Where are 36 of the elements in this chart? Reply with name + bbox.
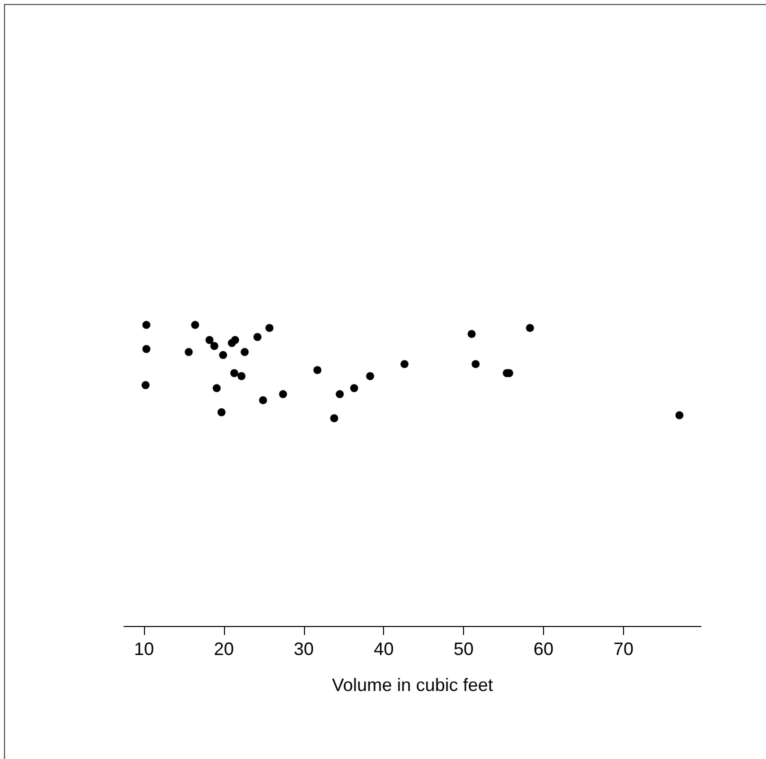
point: [350, 384, 358, 392]
point: [330, 414, 338, 422]
point: [400, 360, 409, 368]
x-axis-title: Volume in cubic feet: [332, 675, 494, 695]
point: [219, 351, 228, 360]
point: [259, 396, 268, 404]
point: [142, 345, 150, 354]
point: [265, 324, 274, 332]
point: [212, 384, 221, 392]
x-tick-label: 20: [214, 639, 234, 659]
point: [191, 320, 200, 329]
point: [142, 320, 150, 329]
point: [675, 411, 684, 420]
point: [366, 372, 374, 380]
x-tick-label: 10: [134, 639, 154, 659]
x-tick-label: 70: [613, 639, 634, 659]
point: [231, 336, 240, 344]
x-tick-label: 30: [294, 639, 314, 659]
x-tick-label: 60: [534, 639, 554, 659]
point: [336, 390, 344, 398]
point: [218, 408, 226, 416]
point: [313, 366, 322, 374]
point: [279, 390, 288, 398]
point: [237, 372, 246, 380]
point: [240, 348, 249, 356]
point: [253, 332, 262, 341]
point: [468, 330, 476, 338]
point: [206, 336, 214, 344]
x-tick-label: 40: [374, 639, 394, 659]
point: [184, 348, 193, 356]
point: [210, 342, 218, 350]
point: [142, 381, 150, 390]
point: [526, 324, 534, 332]
point: [230, 369, 238, 378]
x-tick-label: 50: [454, 639, 474, 659]
point: [472, 360, 480, 368]
